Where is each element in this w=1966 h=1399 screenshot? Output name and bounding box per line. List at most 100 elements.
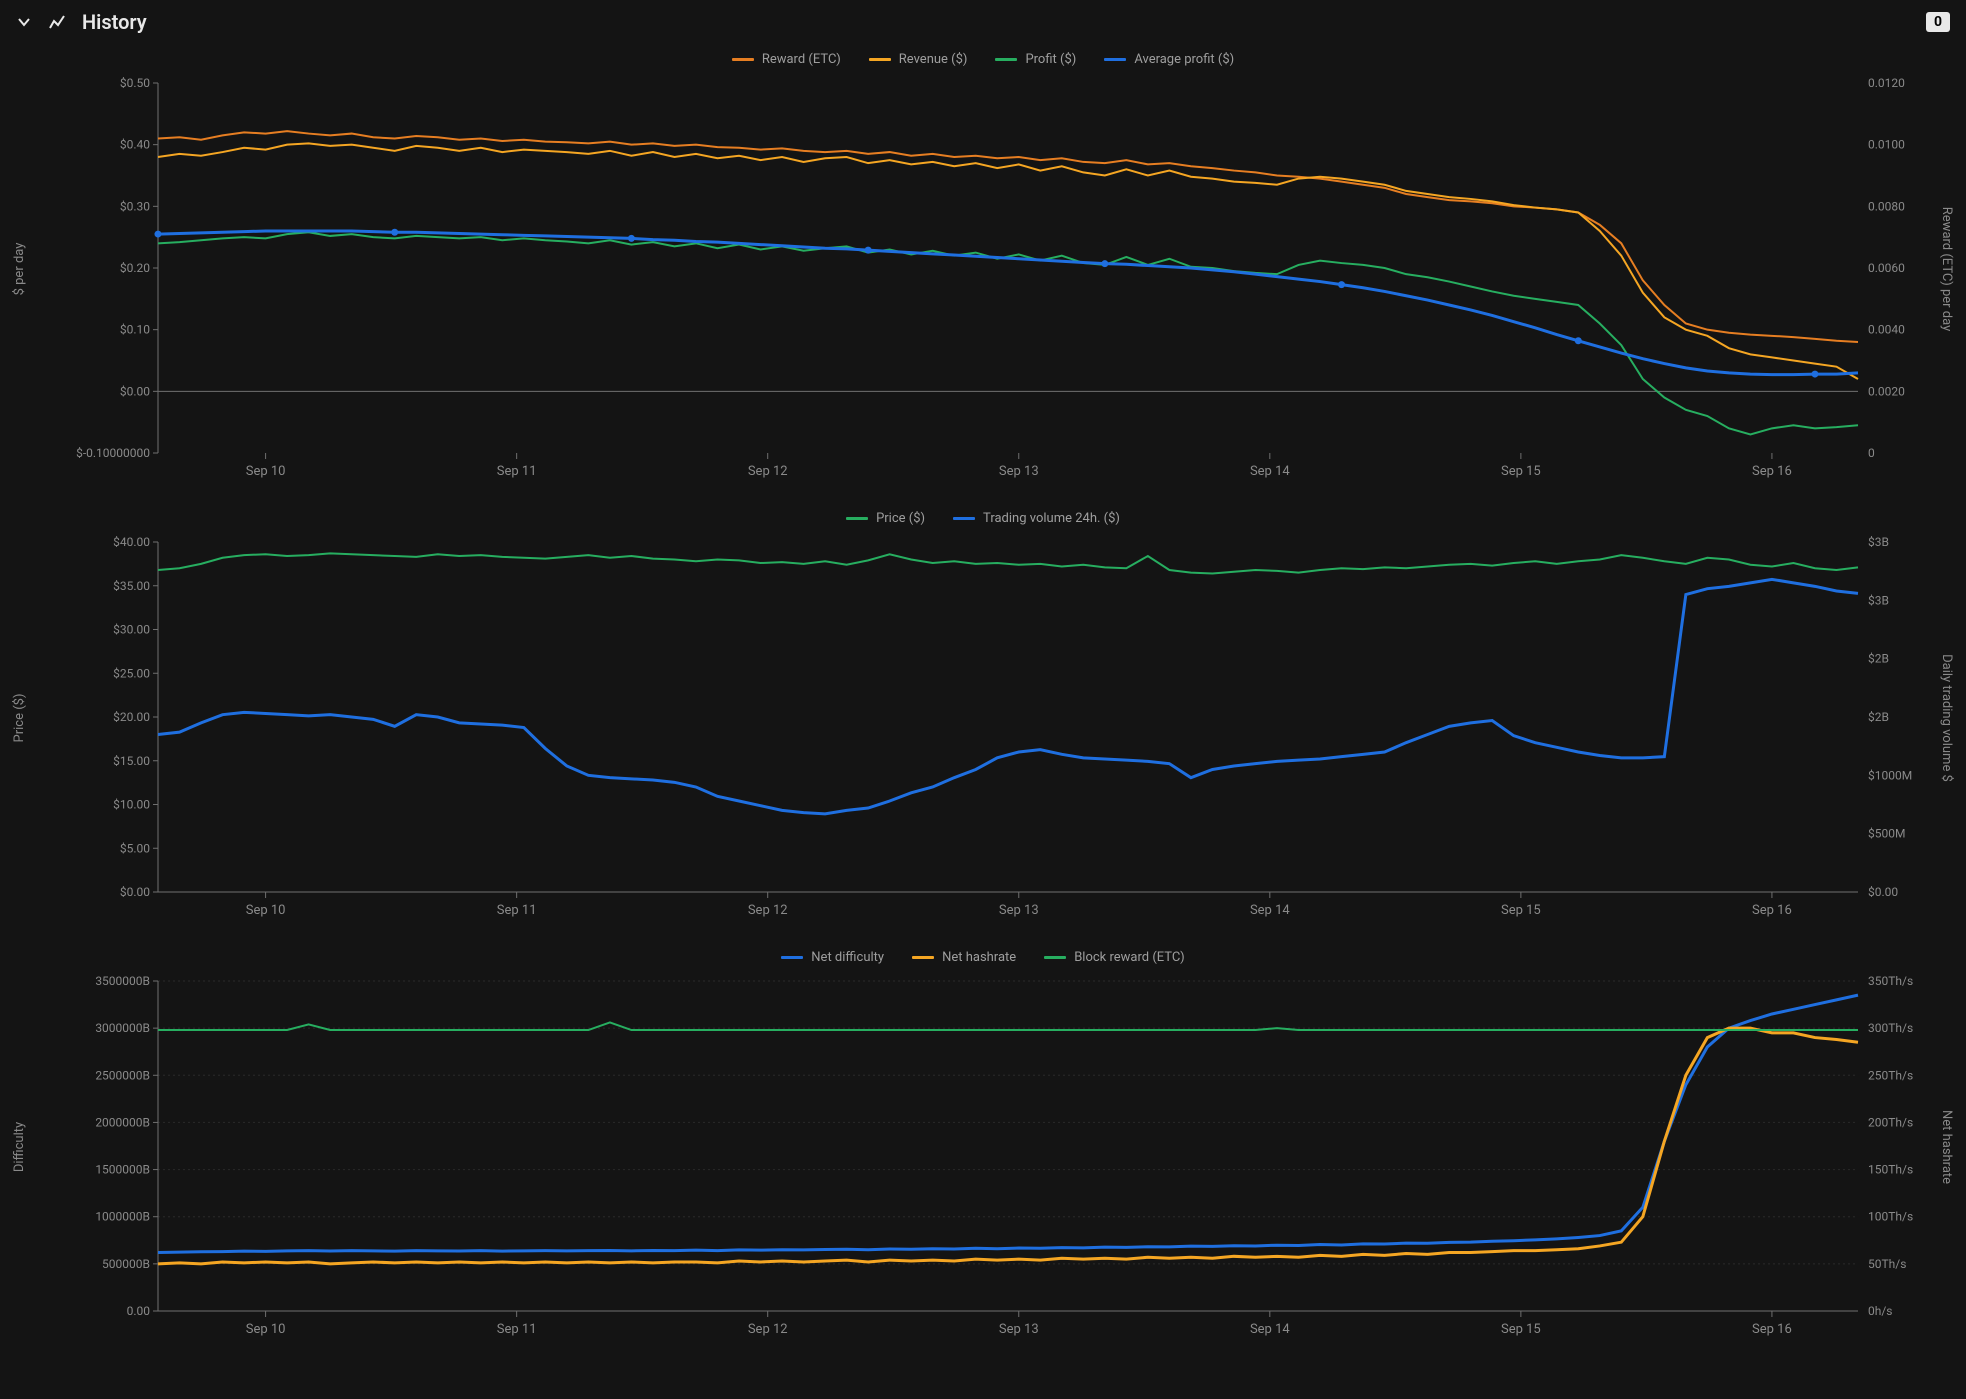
svg-text:0: 0 [1868,446,1875,460]
svg-text:$0.00: $0.00 [120,885,150,899]
svg-text:Sep 10: Sep 10 [246,464,286,479]
svg-text:250Th/s: 250Th/s [1868,1068,1913,1082]
svg-text:$40.00: $40.00 [113,535,150,549]
series-price [158,553,1858,573]
svg-text:200Th/s: 200Th/s [1868,1115,1913,1129]
svg-text:Sep 13: Sep 13 [999,903,1039,918]
svg-text:Sep 14: Sep 14 [1250,464,1290,479]
y-axis-label-left: $ per day [12,242,27,295]
legend: Price ($) Trading volume 24h. ($) [8,503,1958,532]
svg-text:$0.50: $0.50 [120,76,150,90]
svg-text:0.0020: 0.0020 [1868,384,1905,398]
legend-item[interactable]: Block reward (ETC) [1044,950,1185,965]
svg-text:Sep 12: Sep 12 [748,464,788,479]
svg-text:1000000B: 1000000B [95,1210,150,1224]
svg-text:0.0080: 0.0080 [1868,199,1905,213]
legend-item[interactable]: Net hashrate [912,950,1016,965]
svg-text:0.0100: 0.0100 [1868,138,1905,152]
series-block_reward [158,1022,1858,1030]
svg-text:Sep 14: Sep 14 [1250,1322,1290,1337]
y-axis-label-right: Reward (ETC) per day [1939,206,1954,330]
svg-text:Sep 12: Sep 12 [748,903,788,918]
svg-text:300Th/s: 300Th/s [1868,1021,1913,1035]
svg-text:2500000B: 2500000B [95,1068,150,1082]
svg-text:0.0120: 0.0120 [1868,76,1905,90]
chart-svg: $0.00$5.00$10.00$15.00$20.00$25.00$30.00… [8,532,1958,932]
svg-text:3000000B: 3000000B [95,1021,150,1035]
svg-text:Sep 15: Sep 15 [1501,464,1541,479]
series-avg_profit [158,231,1858,375]
svg-text:2000000B: 2000000B [95,1115,150,1129]
svg-text:0.0060: 0.0060 [1868,261,1905,275]
svg-text:Sep 13: Sep 13 [999,1322,1039,1337]
svg-text:$10.00: $10.00 [113,798,150,812]
chart-icon [48,13,66,31]
svg-text:$-0.10000000: $-0.10000000 [76,446,150,460]
series-revenue [158,143,1858,379]
y-axis-label-right: Net hashrate [1939,1109,1954,1183]
series-difficulty [158,995,1858,1252]
svg-text:$3B: $3B [1868,593,1889,607]
svg-text:$0.30: $0.30 [120,199,150,213]
svg-text:$3B: $3B [1868,535,1889,549]
series-hashrate [158,1028,1858,1264]
panel-title: History [82,10,147,34]
svg-text:Sep 10: Sep 10 [246,1322,286,1337]
legend-item[interactable]: Profit ($) [995,52,1076,67]
svg-text:$25.00: $25.00 [113,666,150,680]
svg-text:Sep 15: Sep 15 [1501,903,1541,918]
svg-text:$0.20: $0.20 [120,261,150,275]
svg-text:0h/s: 0h/s [1868,1304,1893,1318]
svg-text:Sep 15: Sep 15 [1501,1322,1541,1337]
y-axis-label-right: Daily trading volume $ [1939,654,1954,782]
svg-text:$0.40: $0.40 [120,138,150,152]
legend: Reward (ETC) Revenue ($) Profit ($) Average… [8,44,1958,73]
svg-text:$2B: $2B [1868,710,1889,724]
svg-text:$15.00: $15.00 [113,754,150,768]
svg-text:Sep 10: Sep 10 [246,903,286,918]
legend-item[interactable]: Net difficulty [781,950,884,965]
svg-text:$500M: $500M [1868,827,1905,841]
legend-item[interactable]: Revenue ($) [869,52,968,67]
charts-container: Reward (ETC) Revenue ($) Profit ($) Average… [0,44,1966,1359]
badge-count[interactable]: 0 [1926,12,1950,32]
svg-text:350Th/s: 350Th/s [1868,974,1913,988]
svg-text:Sep 13: Sep 13 [999,464,1039,479]
svg-text:150Th/s: 150Th/s [1868,1163,1913,1177]
svg-text:3500000B: 3500000B [95,974,150,988]
y-axis-label-left: Price ($) [12,693,27,742]
legend-item[interactable]: Trading volume 24h. ($) [953,511,1120,526]
svg-text:Sep 11: Sep 11 [497,1322,537,1337]
chart-svg: 0.00 500000B 1000000B 1500000B 2000000B 25000… [8,971,1958,1351]
svg-text:100Th/s: 100Th/s [1868,1210,1913,1224]
svg-text:$0.00: $0.00 [1868,885,1898,899]
svg-text:50Th/s: 50Th/s [1868,1257,1906,1271]
svg-text:Sep 11: Sep 11 [497,903,537,918]
svg-text:1500000B: 1500000B [95,1163,150,1177]
svg-text:Sep 16: Sep 16 [1752,464,1792,479]
svg-text:Sep 16: Sep 16 [1752,903,1792,918]
svg-text:$30.00: $30.00 [113,623,150,637]
svg-text:$0.00: $0.00 [120,384,150,398]
chart-svg: $-0.10000000 $0.00 $0.10 $0.20 $0.30 $0.40 $0.… [8,73,1958,493]
svg-text:$35.00: $35.00 [113,579,150,593]
svg-text:0.00: 0.00 [127,1304,151,1318]
svg-text:$1000M: $1000M [1868,768,1912,782]
svg-text:$0.10: $0.10 [120,323,150,337]
svg-text:Sep 11: Sep 11 [497,464,537,479]
panel-header: History 0 [0,0,1966,44]
svg-text:$2B: $2B [1868,652,1889,666]
chart-price-volume: Price ($)Trading volume 24h. ($)Price ($… [8,503,1958,932]
svg-text:Sep 14: Sep 14 [1250,903,1290,918]
svg-text:500000B: 500000B [102,1257,150,1271]
chart-rewards: Reward (ETC) Revenue ($) Profit ($) Average… [8,44,1958,493]
legend-item[interactable]: Average profit ($) [1104,52,1234,67]
svg-text:Sep 16: Sep 16 [1752,1322,1792,1337]
chevron-down-icon[interactable] [16,14,32,30]
svg-text:Sep 12: Sep 12 [748,1322,788,1337]
legend-item[interactable]: Price ($) [846,511,925,526]
legend-item[interactable]: Reward (ETC) [732,52,841,67]
series-volume [158,579,1858,814]
svg-text:0.0040: 0.0040 [1868,323,1905,337]
svg-text:$5.00: $5.00 [120,841,150,855]
